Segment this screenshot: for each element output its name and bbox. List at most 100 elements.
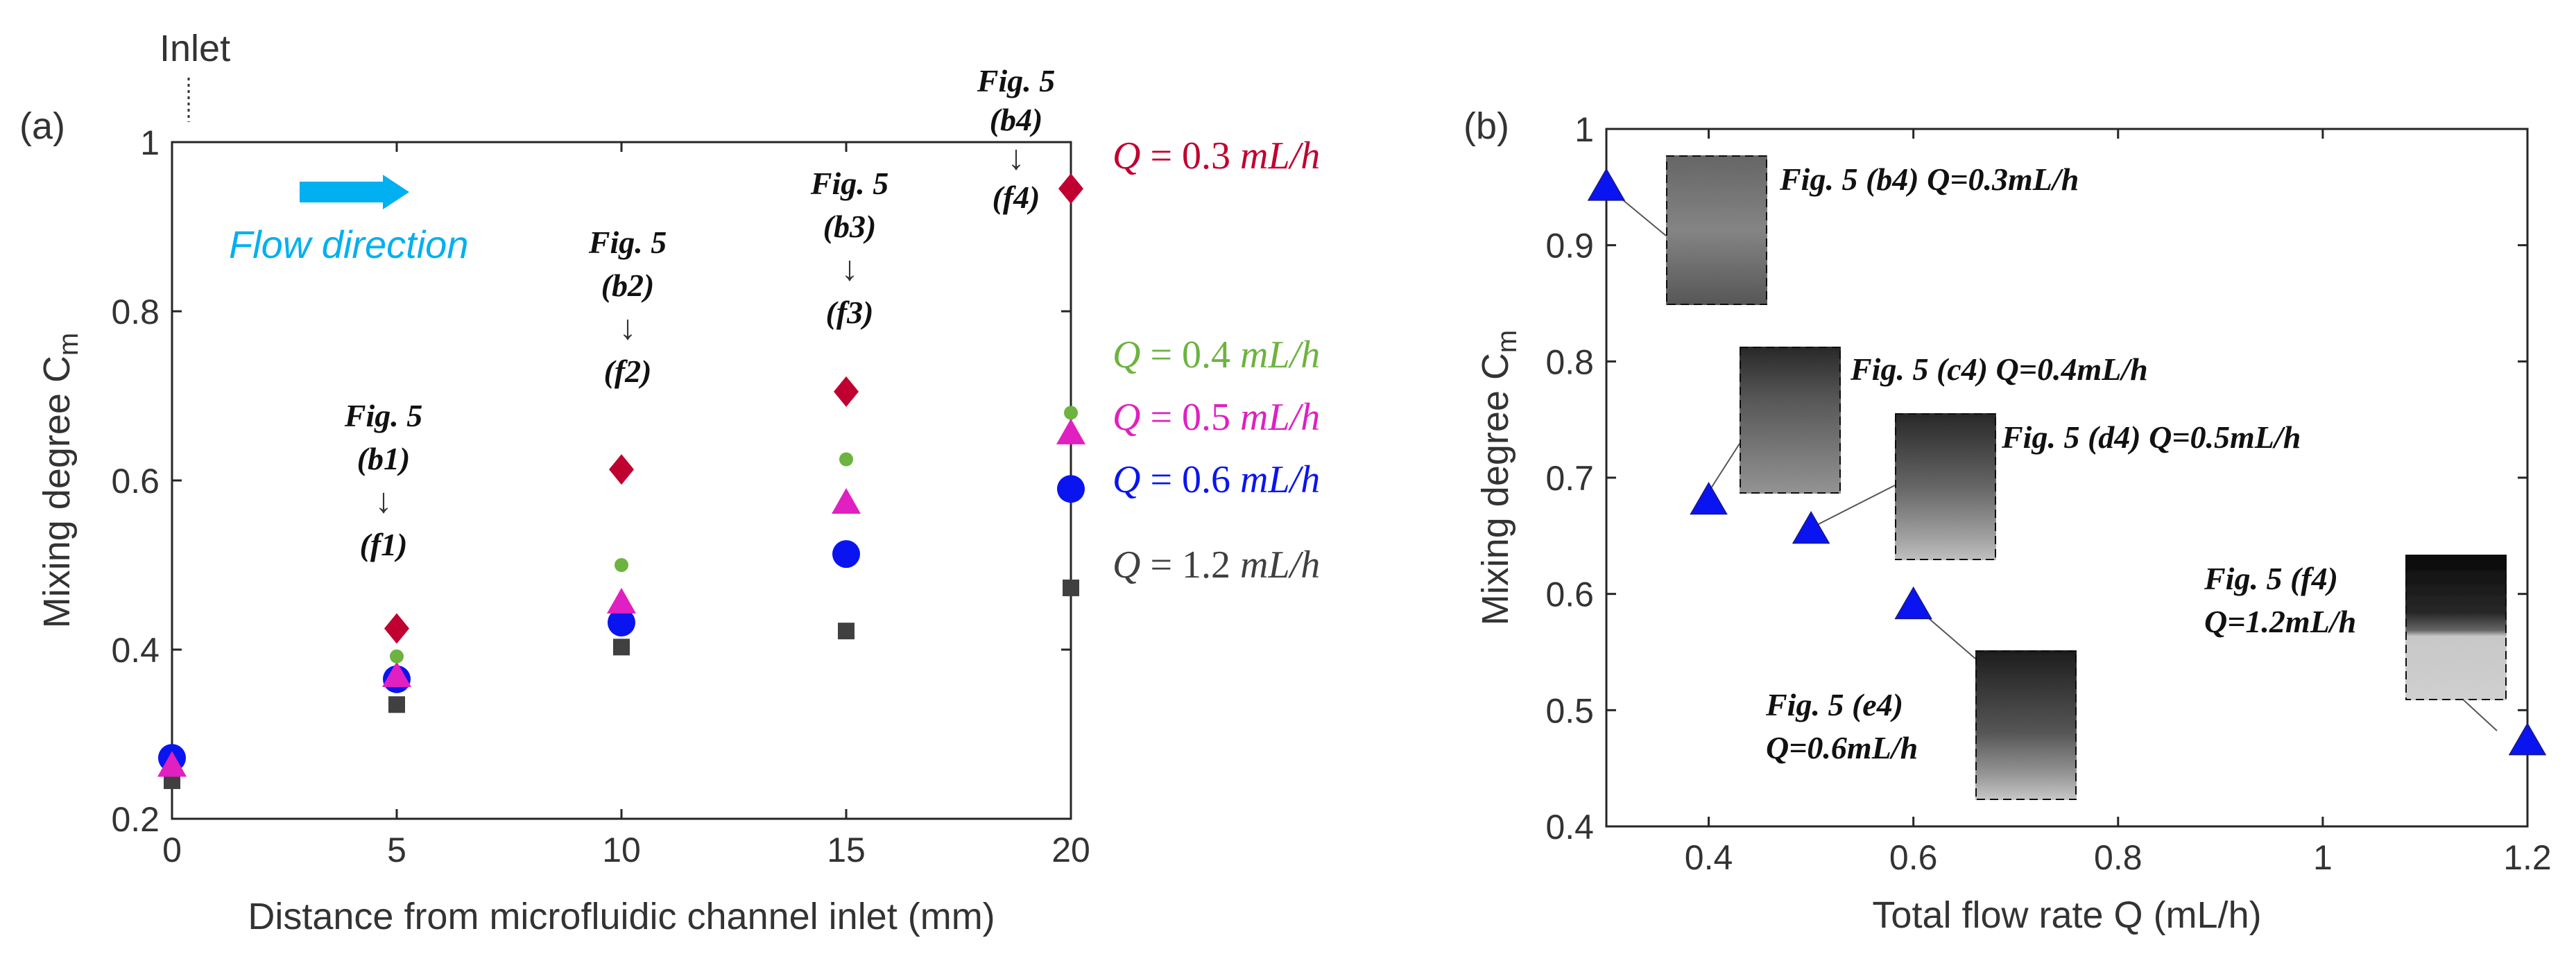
a-marks [157, 173, 1085, 790]
b-marks [1587, 168, 2547, 756]
a-annotations: Fig. 5 (b1) ↓ (f1) Fig. 5 (b2) ↓ (f2) Fig. 5 (b3)… [344, 63, 1055, 562]
a-ytick-label: 1 [140, 123, 160, 162]
b-ytick-label: 0.8 [1545, 342, 1594, 381]
b-ytick-label: 1 [1574, 110, 1594, 149]
a-legend-entry: Q = 0.6 mL/h [1113, 458, 1320, 501]
point-circle [1057, 475, 1085, 503]
b-ytick-label: 0.4 [1545, 808, 1594, 847]
a-annotation-line: (b2) [601, 268, 655, 303]
inset-image-e4 [1974, 649, 2078, 801]
point-diamond [609, 454, 634, 485]
b-ylabel: Mixing degree Cm [1475, 330, 1522, 626]
inset-image-f4 [2404, 553, 2508, 702]
a-xtick-label: 15 [827, 831, 866, 869]
a-ylabel: Mixing degree Cm [36, 333, 84, 629]
point-square [388, 696, 405, 713]
a-annotation-line: (f3) [826, 295, 874, 330]
a-xtick-label: 20 [1051, 831, 1090, 869]
b-point-triangle [1587, 168, 1626, 201]
a-annotation-line: (b4) [990, 102, 1043, 137]
inset-image-d4 [1894, 412, 1998, 562]
b-ytick-label: 0.7 [1545, 459, 1594, 498]
point-smallcircle [1064, 406, 1078, 420]
caption-e4-line1: Fig. 5 (e4) [1765, 687, 1903, 722]
b-xtick-label: 0.8 [2094, 838, 2143, 877]
flow-direction-arrow [300, 175, 409, 209]
caption-f4-line2: Q=1.2mL/h [2204, 604, 2356, 639]
b-ytick-label: 0.6 [1545, 575, 1594, 614]
point-diamond [834, 376, 859, 407]
a-xlabel: Distance from microfluidic channel inlet… [248, 896, 995, 937]
point-circle [608, 608, 635, 636]
connector-e4 [1923, 614, 1976, 659]
point-smallcircle [390, 649, 404, 663]
a-annotation-line: ↓ [841, 249, 859, 288]
b-xtick-label: 1.2 [2503, 838, 2552, 877]
point-square [613, 639, 630, 656]
caption-e4-line2: Q=0.6mL/h [1766, 730, 1918, 765]
point-triangle [832, 487, 861, 514]
a-annotation-line: (f4) [993, 180, 1040, 215]
b-xtick-label: 1 [2313, 838, 2333, 877]
inset-image-b4 [1665, 154, 1769, 306]
b-ytick-label: 0.5 [1545, 691, 1594, 730]
point-circle [832, 540, 860, 569]
a-xtick-label: 0 [162, 831, 182, 869]
connector-f4 [2462, 698, 2498, 731]
caption-d4: Fig. 5 (d4) Q=0.5mL/h [2001, 419, 2301, 455]
a-legend-entry: Q = 0.3 mL/h [1113, 134, 1320, 177]
panel-b: (b) 0.4 0.6 0.8 1 1.2 0.4 0.5 0.6 0.7 0.8 0.9 1 Fig… [1463, 105, 2552, 936]
panel-b-label: (b) [1463, 105, 1509, 147]
a-legend-entry: Q = 0.4 mL/h [1113, 333, 1320, 376]
a-annotation-line: Fig. 5 [344, 398, 422, 433]
a-annotation-line: (b1) [357, 441, 411, 476]
b-xtick-label: 0.4 [1685, 838, 1733, 877]
a-annotation-line: (f1) [360, 527, 408, 562]
flow-direction-label: Flow direction [229, 223, 468, 266]
point-triangle [157, 751, 187, 777]
panel-a-label: (a) [19, 105, 65, 147]
b-ticks: 0.4 0.6 0.8 1 1.2 0.4 0.5 0.6 0.7 0.8 0.9 1 [1545, 110, 2551, 877]
b-ytick-label: 0.9 [1545, 227, 1594, 266]
point-smallcircle [615, 558, 628, 572]
a-annotation-line: ↓ [619, 308, 637, 347]
a-ticks: 0 5 10 15 20 0.2 0.4 0.6 0.8 1 [111, 123, 1090, 869]
a-annotation-line: Fig. 5 [810, 166, 888, 201]
point-triangle [607, 587, 636, 614]
b-xlabel: Total flow rate Q (mL/h) [1872, 894, 2261, 936]
panel-a: (a) Inlet Flow direction 0 5 10 15 20 0.2 0.4 0… [19, 28, 1320, 937]
caption-b4: Fig. 5 (b4) Q=0.3mL/h [1779, 162, 2079, 197]
inset-image-c4 [1738, 345, 1842, 495]
b-point-triangle [1792, 510, 1830, 544]
a-ytick-label: 0.8 [111, 293, 160, 331]
a-xtick-label: 5 [387, 831, 406, 869]
a-annotation-line: (f2) [604, 354, 652, 389]
a-annotation-line: Fig. 5 [588, 225, 667, 260]
b-xtick-label: 0.6 [1889, 838, 1938, 877]
point-square [838, 623, 855, 640]
a-annotation-line: Fig. 5 [977, 63, 1055, 98]
a-legend-entry: Q = 0.5 mL/h [1113, 396, 1320, 439]
a-xtick-label: 10 [602, 831, 641, 869]
point-diamond [384, 613, 409, 644]
a-ytick-label: 0.2 [111, 800, 160, 839]
inlet-label: Inlet [160, 28, 230, 69]
point-smallcircle [839, 452, 853, 467]
b-point-triangle [1690, 482, 1728, 515]
b-point-triangle [2508, 722, 2547, 756]
caption-c4: Fig. 5 (c4) Q=0.4mL/h [1850, 352, 2148, 387]
point-triangle [1056, 418, 1085, 444]
point-triangle [382, 661, 411, 688]
connector-d4 [1812, 485, 1896, 528]
a-ytick-label: 0.4 [111, 631, 160, 670]
b-point-triangle [1894, 586, 1932, 620]
b-insets [1608, 154, 2508, 801]
a-annotation-line: ↓ [1008, 138, 1025, 177]
a-annotation-line: ↓ [375, 481, 393, 520]
a-legend: Q = 0.3 mL/h Q = 0.4 mL/h Q = 0.5 mL/h Q = … [1113, 134, 1320, 587]
a-legend-entry: Q = 1.2 mL/h [1113, 544, 1320, 587]
caption-f4-line1: Fig. 5 (f4) [2204, 561, 2338, 596]
point-diamond [1058, 173, 1083, 205]
point-square [1063, 579, 1079, 596]
